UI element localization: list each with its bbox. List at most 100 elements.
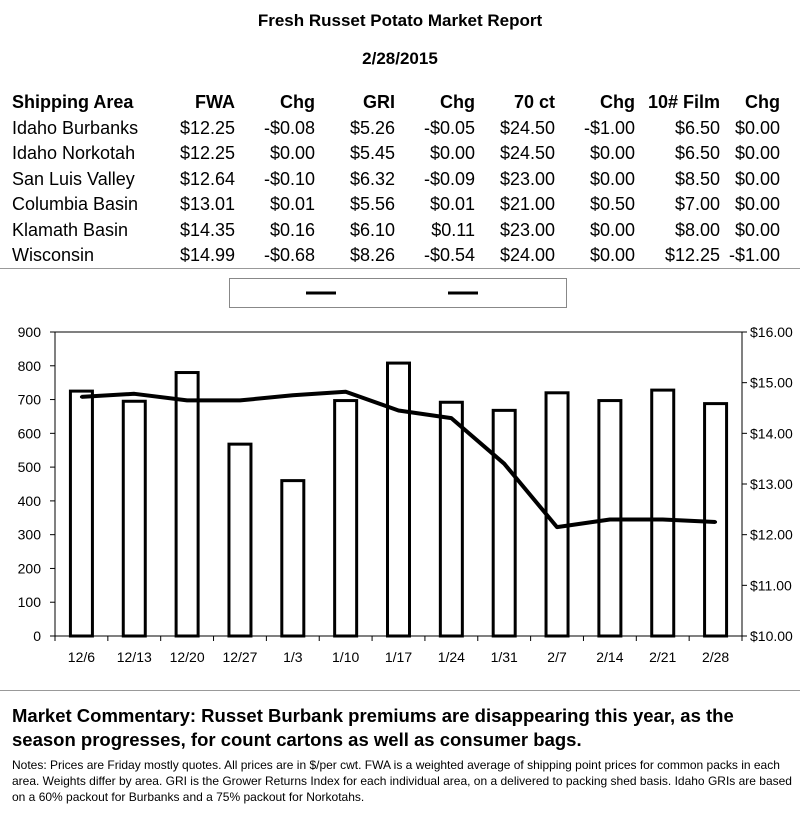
table-row: Columbia Basin $13.01 $0.01 $5.56 $0.01 …: [12, 192, 780, 218]
table-cell: $0.00: [734, 168, 780, 189]
x-tick-label: 2/14: [596, 649, 623, 665]
line-point: [502, 462, 506, 466]
table-header-row: Shipping Area FWA Chg GRI Chg 70 ct Chg …: [12, 90, 780, 116]
x-tick-label: 1/24: [438, 649, 465, 665]
market-commentary: Market Commentary: Russet Burbank premiu…: [12, 705, 734, 750]
col-header: Chg: [600, 92, 635, 112]
table-row: Wisconsin $14.99 -$0.68 $8.26 -$0.54 $24…: [12, 243, 780, 269]
table-cell: $0.00: [589, 168, 635, 189]
left-y-tick-label: 200: [18, 560, 42, 576]
table-cell: $0.01: [429, 194, 475, 214]
table-cell: $5.56: [349, 194, 395, 214]
right-y-tick-label: $13.00: [750, 476, 793, 492]
x-tick-label: 12/20: [170, 649, 205, 665]
price-volume-chart: 0 100 200 300 400 500 600 700 800 900 $10.00 $11.0…: [18, 324, 793, 665]
shipping-area-table: Shipping Area FWA Chg GRI Chg 70 ct Chg …: [12, 90, 780, 269]
table-cell: $0.11: [431, 219, 475, 240]
table-cell: $0.50: [589, 194, 635, 214]
line-point: [238, 398, 242, 402]
line-point: [608, 517, 612, 521]
table-cell: $6.50: [674, 143, 720, 163]
table-cell: Columbia Basin: [12, 194, 139, 214]
table-cell: $24.50: [499, 143, 555, 163]
table-row: Idaho Norkotah $12.25 $0.00 $5.45 $0.00 …: [12, 141, 780, 167]
table-row: Klamath Basin $14.35 $0.16 $6.10 $0.11 $…: [12, 218, 780, 244]
col-header: 70 ct: [513, 92, 555, 112]
bar: [333, 399, 359, 638]
table-cell: $13.01: [179, 194, 235, 214]
table-cell: San Luis Valley: [12, 168, 135, 189]
line-point: [555, 525, 559, 529]
line-point: [449, 416, 453, 420]
line-point: [661, 517, 665, 521]
bar: [438, 400, 464, 638]
table-cell: $5.26: [349, 117, 395, 138]
table-cell: $0.01: [269, 194, 315, 214]
bar: [121, 399, 147, 638]
table-cell: $6.10: [349, 219, 395, 240]
table-row: San Luis Valley $12.64 -$0.10 $6.32 -$0.…: [12, 167, 780, 193]
table-cell: $12.25: [179, 143, 235, 163]
table-cell: -$0.05: [423, 117, 475, 138]
table-cell: $8.50: [674, 168, 720, 189]
line-point: [714, 520, 718, 524]
table-cell: $0.00: [429, 143, 475, 163]
col-header: GRI: [362, 92, 395, 112]
bar: [68, 389, 94, 638]
table-cell: $5.45: [349, 143, 395, 163]
bar: [544, 391, 570, 638]
table-cell: $8.00: [674, 219, 720, 240]
table-cell: $0.00: [734, 117, 780, 138]
line-point: [291, 393, 295, 397]
left-y-tick-label: 800: [18, 358, 42, 374]
line-point: [132, 392, 136, 396]
table-cell: $7.00: [674, 194, 720, 214]
left-y-tick-label: 500: [18, 459, 42, 475]
bar: [491, 408, 517, 638]
x-tick-label: 1/10: [332, 649, 359, 665]
line-point: [344, 390, 348, 394]
col-header: FWA: [195, 92, 235, 112]
x-tick-label: 1/31: [491, 649, 518, 665]
x-tick-label: 2/21: [649, 649, 676, 665]
table-cell: $0.00: [734, 194, 780, 214]
line-point: [79, 395, 83, 399]
bar: [280, 479, 306, 638]
x-tick-label: 2/28: [702, 649, 729, 665]
table-cell: $12.25: [179, 117, 235, 138]
table-cell: $23.00: [499, 219, 555, 240]
table-cell: $0.00: [589, 219, 635, 240]
table-cell: $14.35: [179, 219, 235, 240]
table-cell: -$0.08: [263, 117, 315, 138]
right-y-tick-label: $12.00: [750, 527, 793, 543]
table-cell: $24.50: [499, 117, 555, 138]
bar: [174, 371, 200, 638]
table-cell: $0.00: [589, 245, 635, 265]
table-cell: -$1.00: [728, 245, 780, 265]
bar: [386, 361, 411, 638]
right-y-tick-label: $14.00: [750, 425, 793, 441]
report-date: 2/28/2015: [362, 49, 438, 68]
left-y-tick-label: 100: [18, 594, 42, 610]
table-cell: -$0.10: [263, 168, 315, 189]
left-y-tick-label: 300: [18, 527, 42, 543]
table-cell: $0.00: [734, 143, 780, 163]
col-header: Chg: [745, 92, 780, 112]
table-cell: $8.26: [349, 245, 395, 265]
table-cell: -$1.00: [583, 117, 635, 138]
left-y-tick-label: 900: [18, 324, 42, 340]
col-header: Chg: [280, 92, 315, 112]
left-y-tick-label: 0: [33, 628, 41, 644]
table-cell: -$0.68: [263, 245, 315, 265]
table-cell: Wisconsin: [12, 245, 95, 265]
table-cell: Klamath Basin: [12, 219, 129, 240]
line-point: [185, 398, 189, 402]
bar: [227, 442, 253, 638]
right-y-tick-label: $16.00: [750, 324, 793, 340]
col-header: Shipping Area: [12, 92, 134, 112]
left-y-tick-label: 400: [18, 493, 42, 509]
table-cell: $12.25: [664, 245, 720, 265]
chart-legend: [229, 278, 567, 308]
table-cell: $0.00: [269, 143, 315, 163]
table-cell: $6.32: [349, 168, 395, 189]
